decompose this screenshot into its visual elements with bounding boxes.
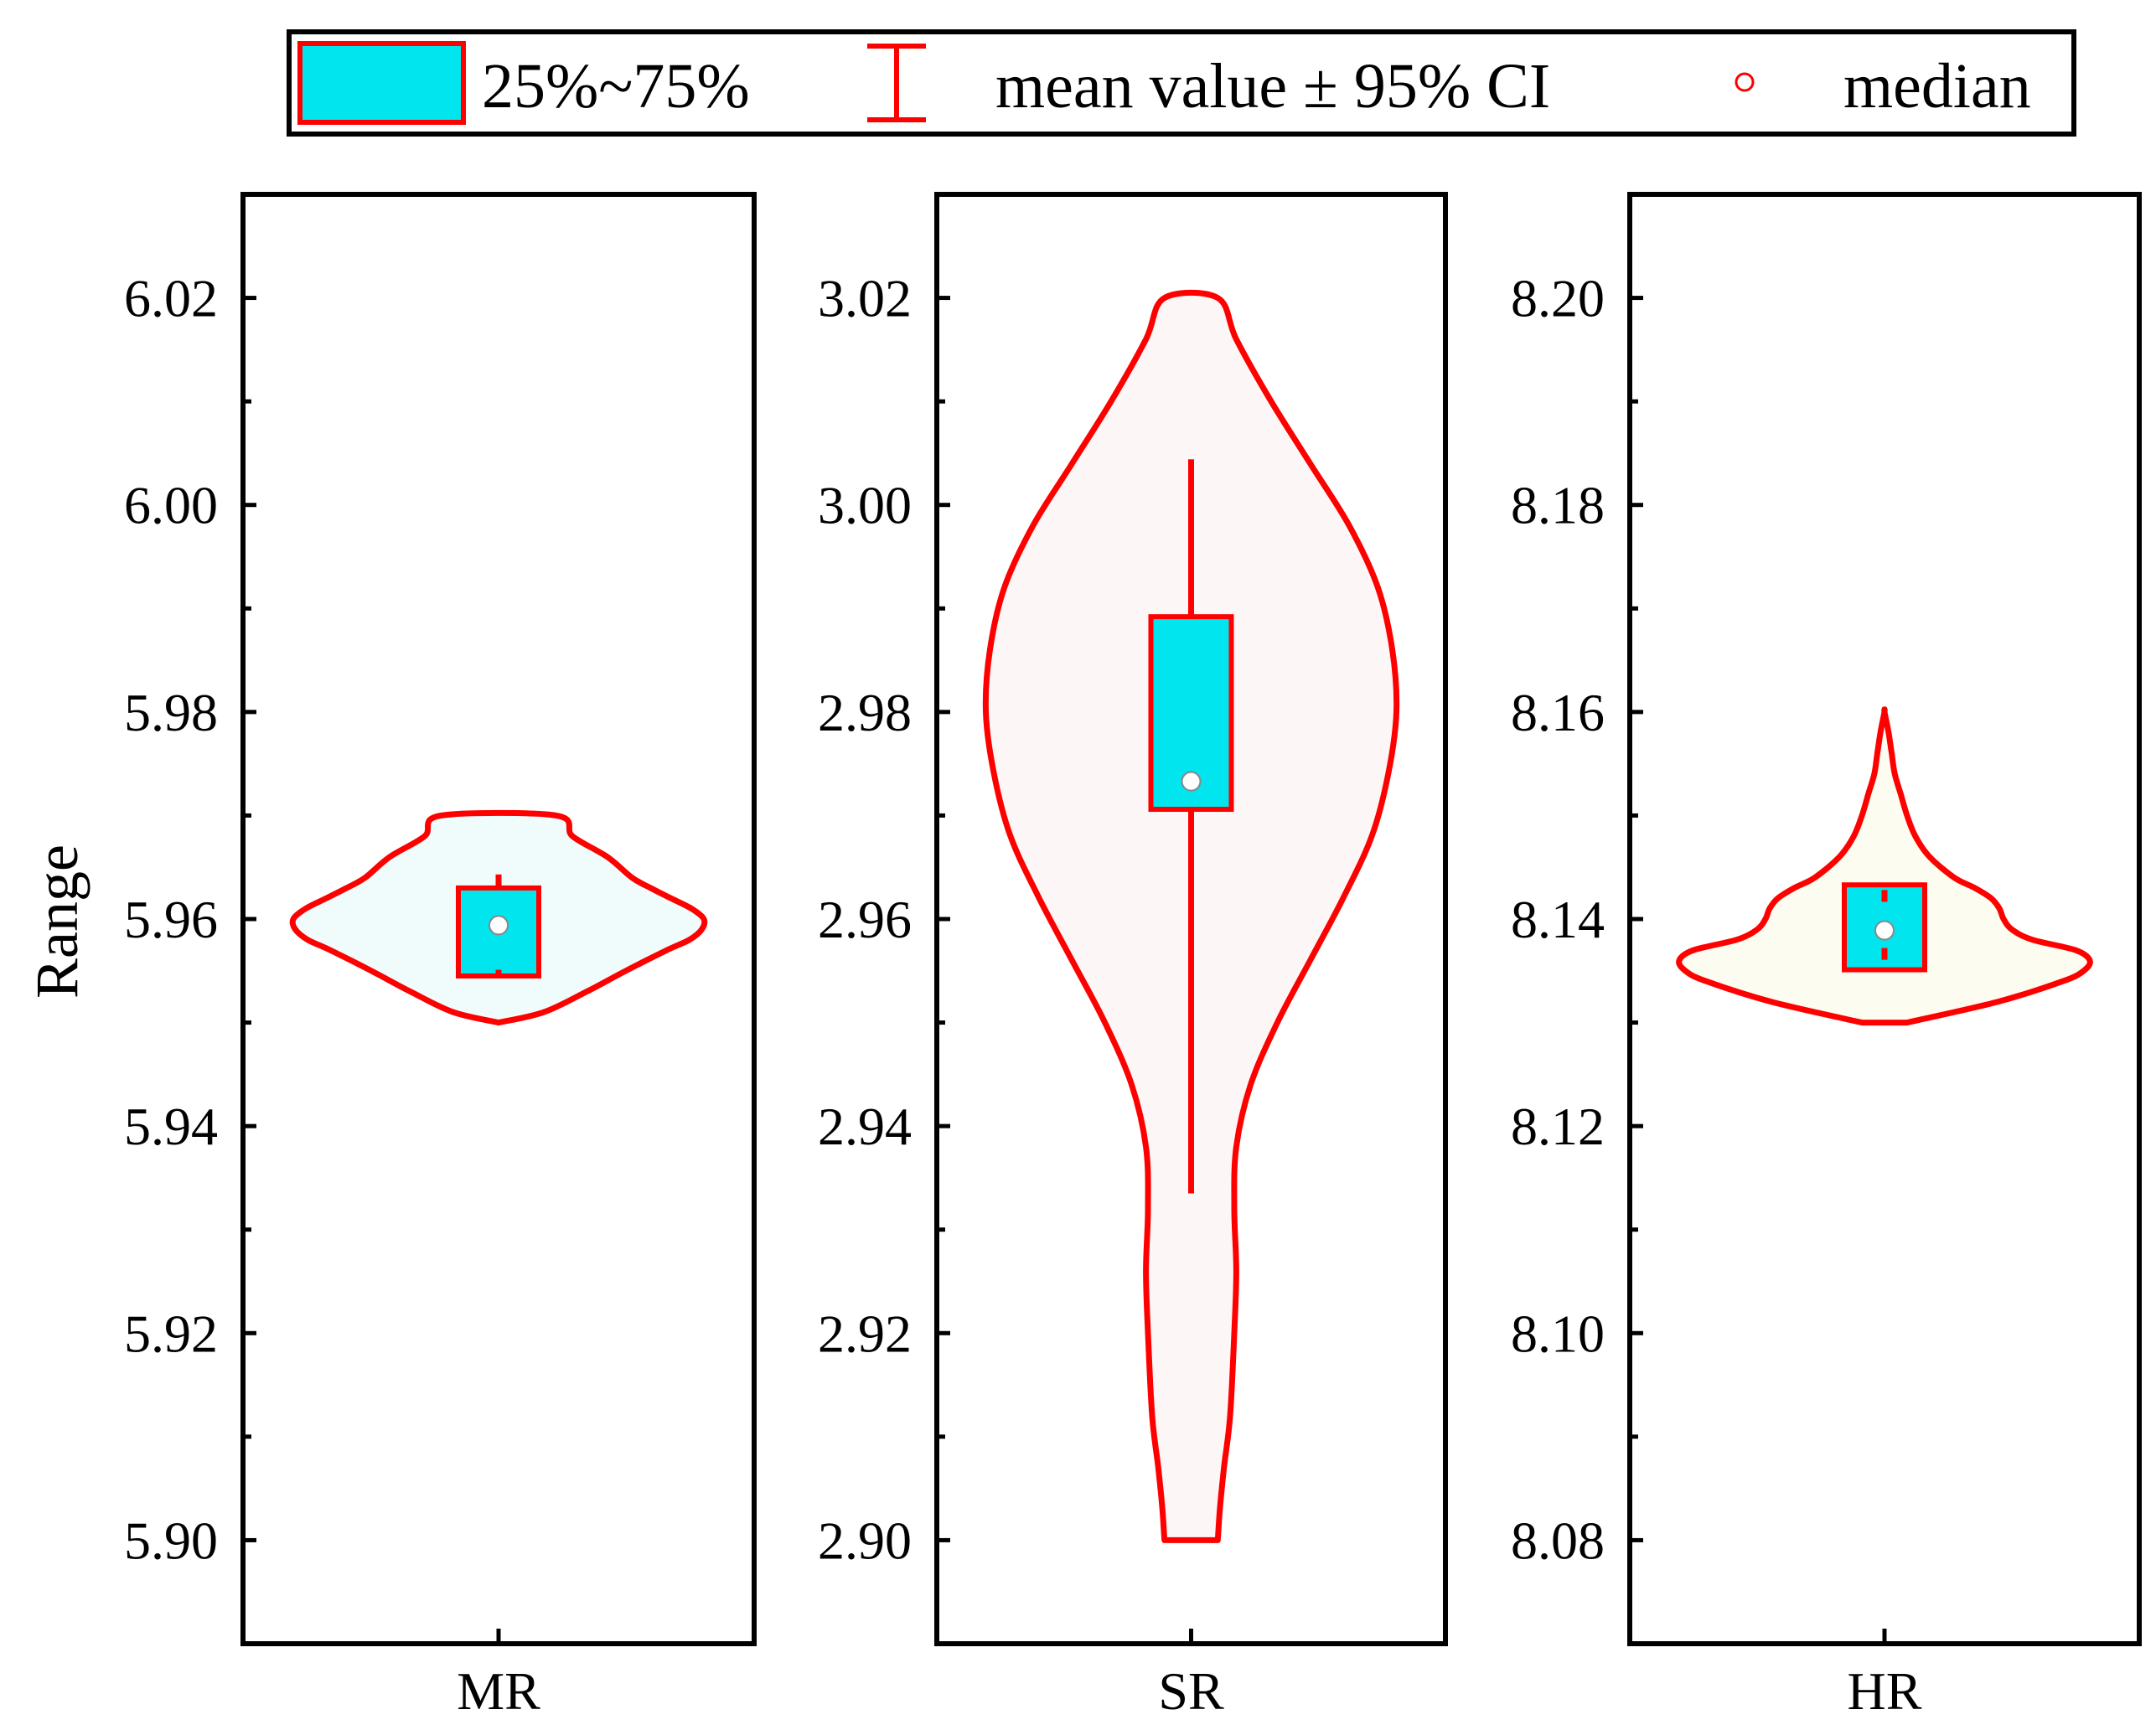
y-tick-label: 8.12 bbox=[1511, 1097, 1605, 1156]
panel-sr: 2.90 2.92 2.94 2.96 2.98 3.00 3.02 SR bbox=[818, 192, 1448, 1721]
panels: 5.905.925.945.965.986.006.02MR2.902.922.… bbox=[124, 192, 2142, 1721]
category-label-mr: MR bbox=[457, 1661, 540, 1721]
y-tick-label: 8.10 bbox=[1511, 1304, 1605, 1363]
legend-frame bbox=[287, 29, 2076, 137]
median-point-sr bbox=[1181, 771, 1202, 792]
category-label-sr: SR bbox=[1158, 1661, 1224, 1721]
y-tick-label: 8.18 bbox=[1511, 476, 1605, 535]
y-tick-label: 2.94 bbox=[818, 1097, 912, 1156]
y-tick-label: 8.20 bbox=[1511, 269, 1605, 328]
y-tick-label: 8.14 bbox=[1511, 890, 1605, 949]
y-tick-label: 5.94 bbox=[124, 1097, 218, 1156]
panel-mr: 5.90 5.92 5.94 5.96 5.98 6.00 6.02 MR bbox=[124, 192, 757, 1721]
y-tick-label: 6.02 bbox=[124, 269, 218, 328]
legend-ci-label: mean value ± 95% CI bbox=[995, 51, 1550, 121]
y-tick-label: 6.00 bbox=[124, 476, 218, 535]
y-tick-label: 5.90 bbox=[124, 1511, 218, 1570]
y-tick-label: 2.98 bbox=[818, 683, 912, 742]
category-label-hr: HR bbox=[1848, 1661, 1922, 1721]
panel-hr: 8.08 8.10 8.12 8.14 8.16 8.18 8.20 HR bbox=[1511, 192, 2142, 1721]
legend-ci-marker bbox=[867, 44, 926, 122]
legend-box-label: 25%~75% bbox=[482, 51, 750, 121]
y-tick-label: 3.00 bbox=[818, 476, 912, 535]
y-axis-label: Range bbox=[23, 844, 90, 999]
y-tick-label: 5.92 bbox=[124, 1304, 218, 1363]
median-point-hr bbox=[1874, 920, 1895, 941]
median-point-mr bbox=[489, 915, 509, 936]
y-tick-label: 2.90 bbox=[818, 1511, 912, 1570]
y-tick-label: 2.96 bbox=[818, 890, 912, 949]
y-tick-label: 8.08 bbox=[1511, 1511, 1605, 1570]
violin-hr bbox=[1676, 706, 2093, 1026]
legend-median-marker bbox=[1735, 72, 1755, 92]
y-tick-label: 2.92 bbox=[818, 1304, 912, 1363]
y-tick-label: 5.96 bbox=[124, 890, 218, 949]
y-tick-label: 5.98 bbox=[124, 683, 218, 742]
legend: 25%~75% mean value ± 95% CI median bbox=[287, 29, 2076, 137]
y-tick-label: 8.16 bbox=[1511, 683, 1605, 742]
legend-box-swatch bbox=[297, 41, 466, 125]
legend-median-label: median bbox=[1843, 51, 2031, 121]
y-tick-label: 3.02 bbox=[818, 269, 912, 328]
